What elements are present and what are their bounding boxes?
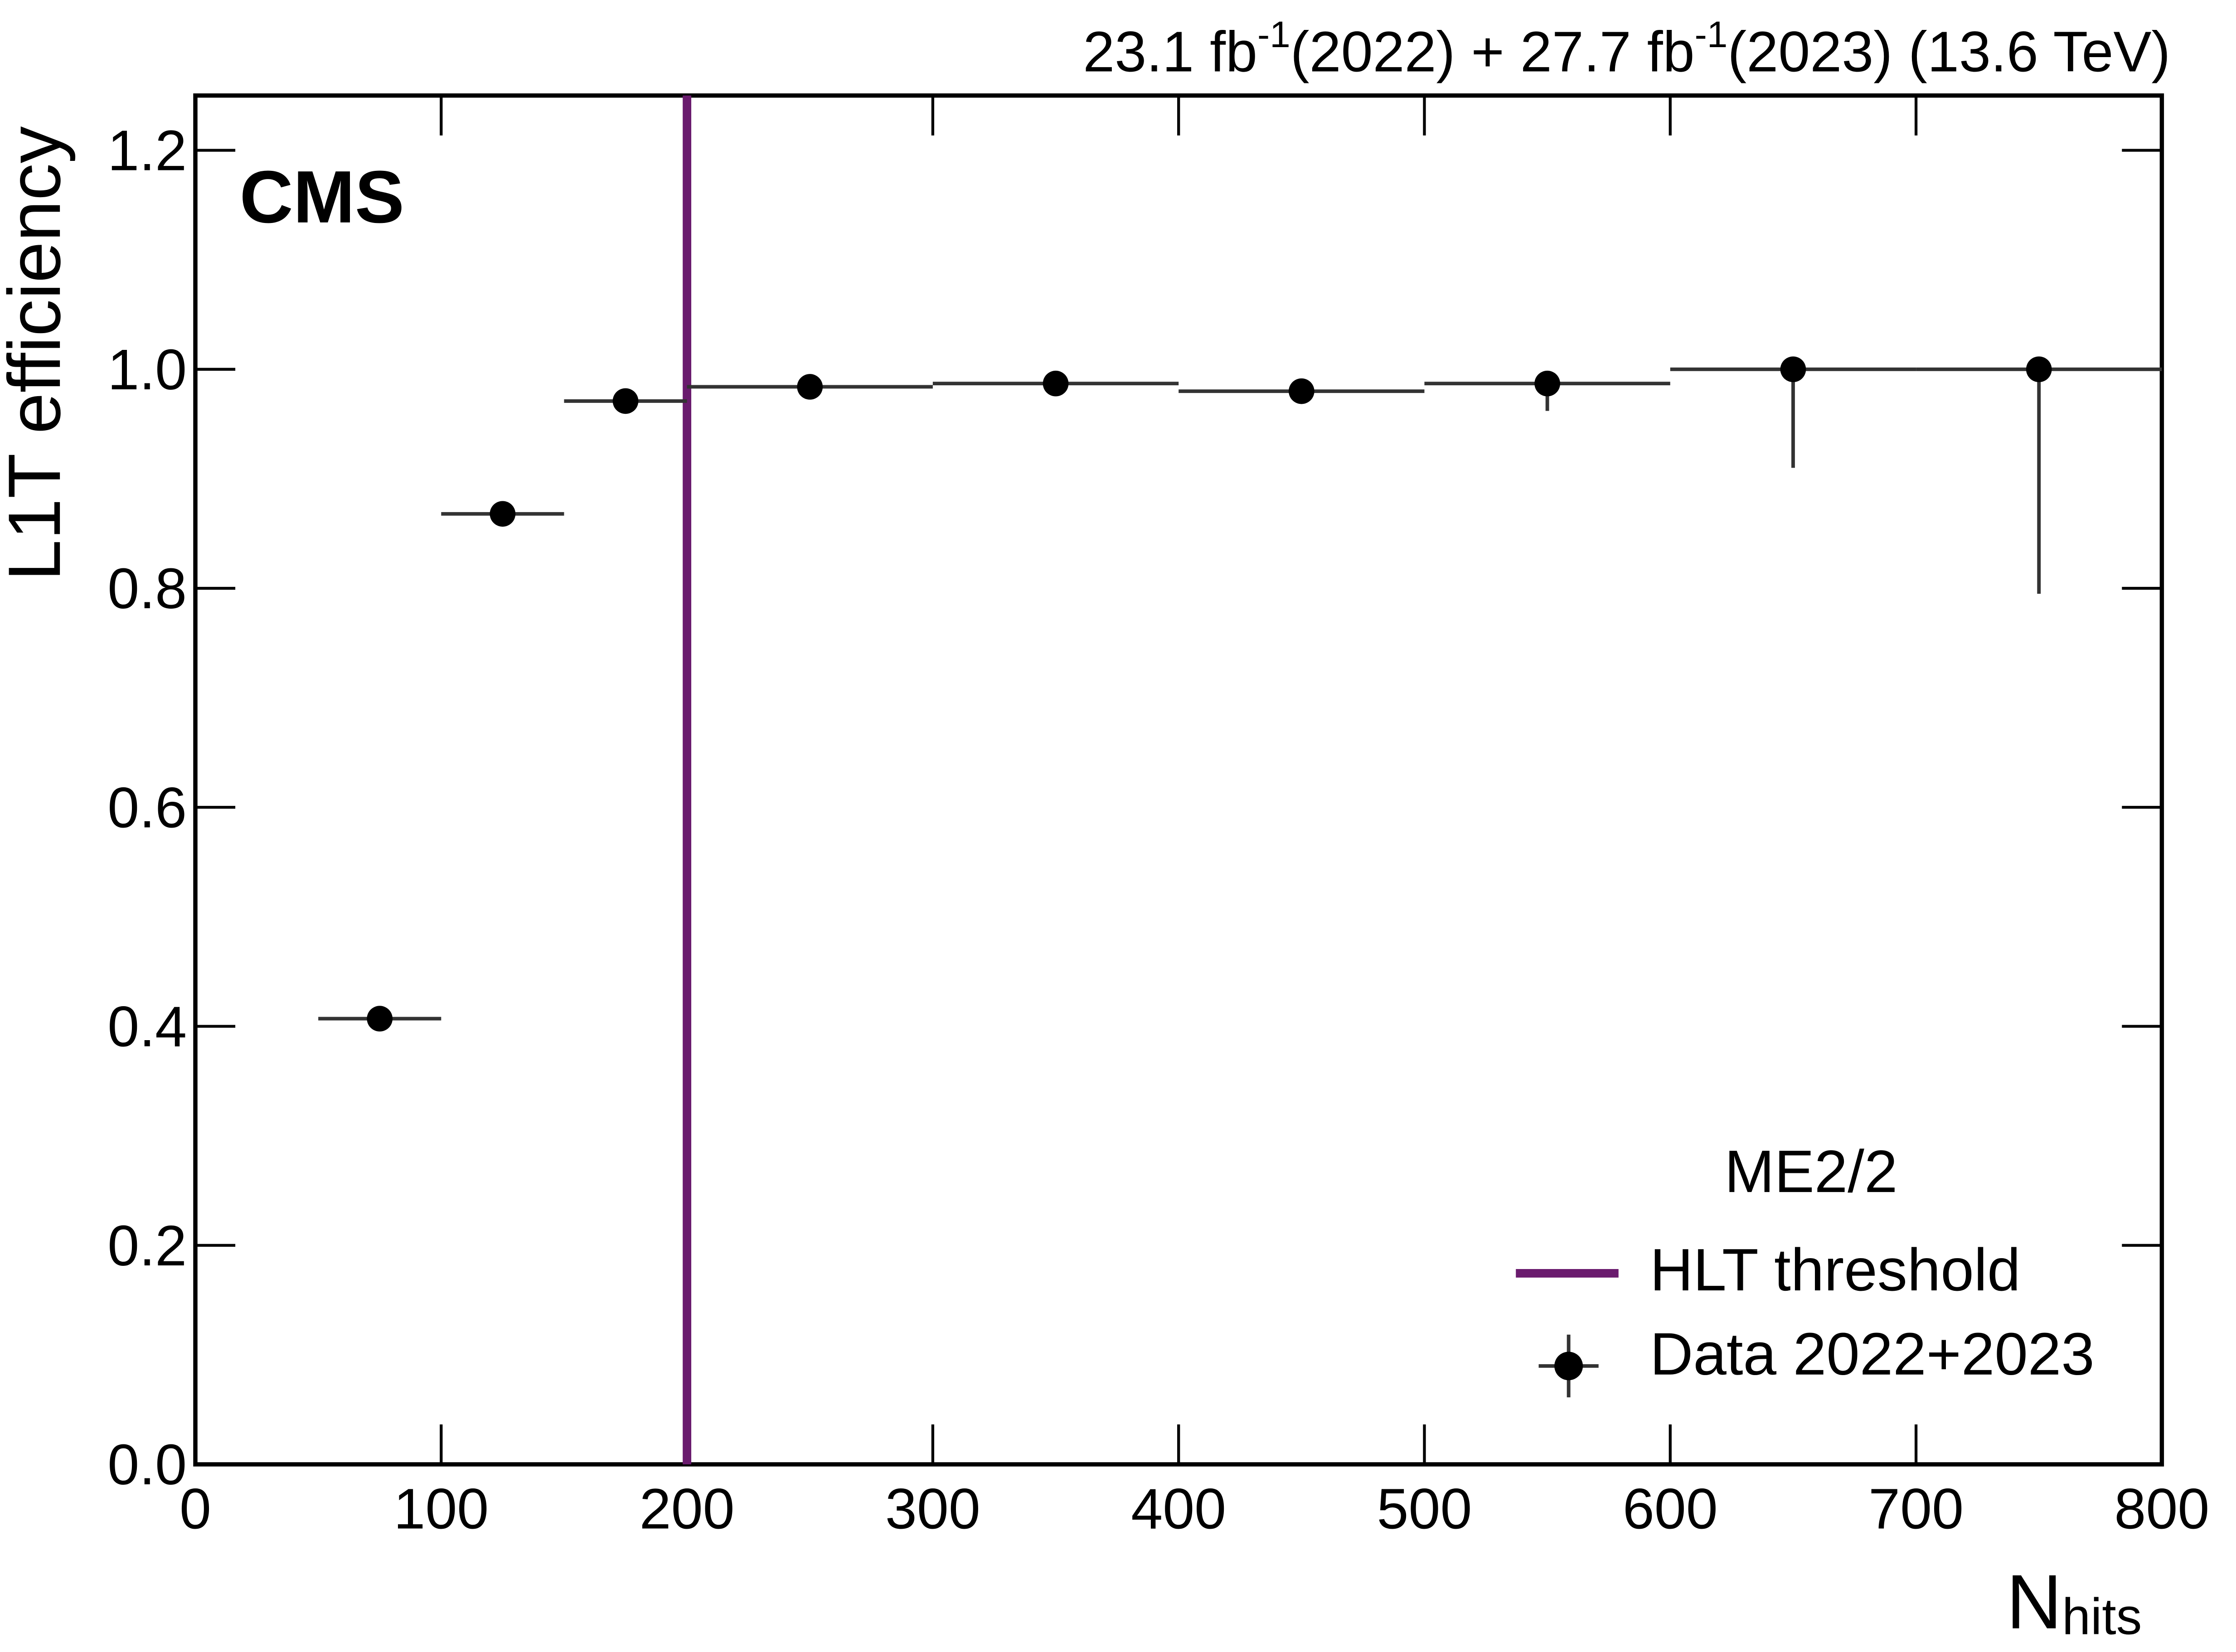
y-tick-label: 1.2 — [107, 119, 187, 183]
y-tick-label: 0.6 — [107, 775, 187, 839]
x-tick-label: 700 — [1868, 1477, 1964, 1541]
legend-label: HLT threshold — [1650, 1236, 2021, 1303]
data-point — [1289, 378, 1314, 404]
lumi-part: (2022) + 27.7 fb — [1290, 19, 1695, 83]
x-tick-label: 300 — [885, 1477, 980, 1541]
x-tick-label: 500 — [1377, 1477, 1472, 1541]
data-point — [612, 388, 639, 414]
x-axis-label: Nhits — [2006, 1559, 2142, 1645]
x-tick-label: 200 — [640, 1477, 735, 1541]
y-tick-label: 0.4 — [107, 995, 187, 1059]
y-axis-label: L1T efficiency — [0, 126, 76, 581]
data-point — [2026, 356, 2052, 383]
x-tick-label: 100 — [393, 1477, 489, 1541]
plot-frame — [193, 93, 2164, 1467]
legend-title: ME2/2 — [1725, 1138, 1898, 1205]
legend-label: Data 2022+2023 — [1650, 1321, 2095, 1388]
y-tick-label: 0.2 — [107, 1214, 187, 1278]
data-point — [367, 1006, 393, 1032]
y-tick-label: 1.0 — [107, 338, 187, 402]
data-point — [1780, 356, 1806, 383]
lumi-sup: -1 — [1695, 14, 1728, 55]
data-point — [797, 374, 823, 400]
data-point — [490, 501, 516, 527]
lumi-text: 23.1 fb-1(2022) + 27.7 fb-1(2023) (13.6 … — [1083, 14, 2170, 83]
experiment-label: CMS — [240, 155, 405, 238]
x-tick-label: 0 — [179, 1477, 211, 1541]
y-tick-label: 0.0 — [107, 1433, 187, 1497]
x-label-main: N — [2006, 1559, 2062, 1645]
data-point — [1534, 370, 1560, 397]
x-label-sub: hits — [2062, 1587, 2142, 1645]
x-tick-label: 400 — [1131, 1477, 1226, 1541]
x-tick-label: 800 — [2114, 1477, 2209, 1541]
lumi-part: 23.1 fb — [1083, 19, 1257, 83]
legend-swatch-point — [1554, 1352, 1583, 1381]
x-tick-label: 600 — [1623, 1477, 1718, 1541]
data-point — [1043, 370, 1069, 397]
lumi-part: (2023) (13.6 TeV) — [1727, 19, 2170, 83]
y-tick-label: 0.8 — [107, 557, 187, 620]
lumi-sup: -1 — [1257, 14, 1290, 55]
